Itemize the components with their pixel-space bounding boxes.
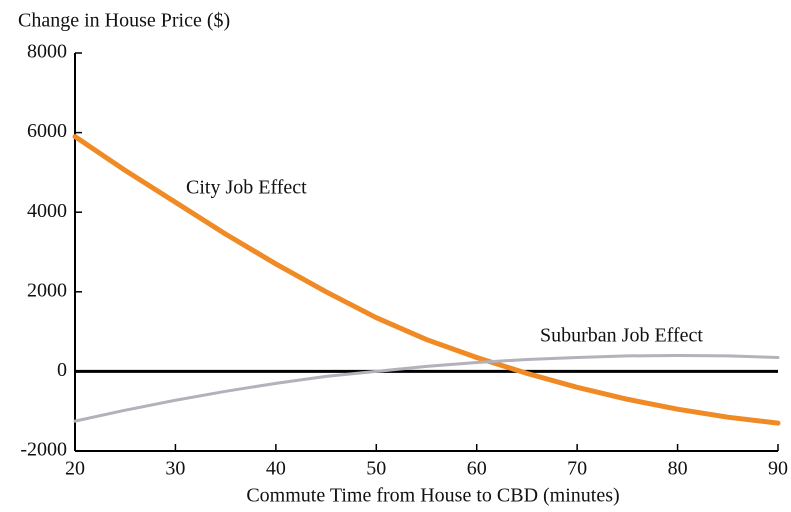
series-line [73,353,780,423]
series-label: City Job Effect [186,177,307,199]
x-tick-label: 40 [266,458,286,480]
x-tick-label: 90 [768,458,788,480]
x-tick-label: 70 [567,458,587,480]
y-tick-label: -2000 [20,439,67,461]
series-label: Suburban Job Effect [540,325,703,347]
x-tick-label: 80 [668,458,688,480]
x-tick-label: 60 [467,458,487,480]
y-tick-label: 4000 [27,200,67,222]
y-tick-label: 8000 [27,41,67,63]
y-tick-label: 2000 [27,279,67,301]
x-tick-label: 50 [366,458,386,480]
y-tick-label: 0 [57,359,67,381]
y-tick-label: 6000 [27,120,67,142]
series-line [72,134,781,426]
x-axis-label: Commute Time from House to CBD (minutes) [246,485,619,507]
x-tick-label: 30 [165,458,185,480]
x-tick-label: 20 [65,458,85,480]
y-axis-label: Change in House Price ($) [18,10,230,32]
